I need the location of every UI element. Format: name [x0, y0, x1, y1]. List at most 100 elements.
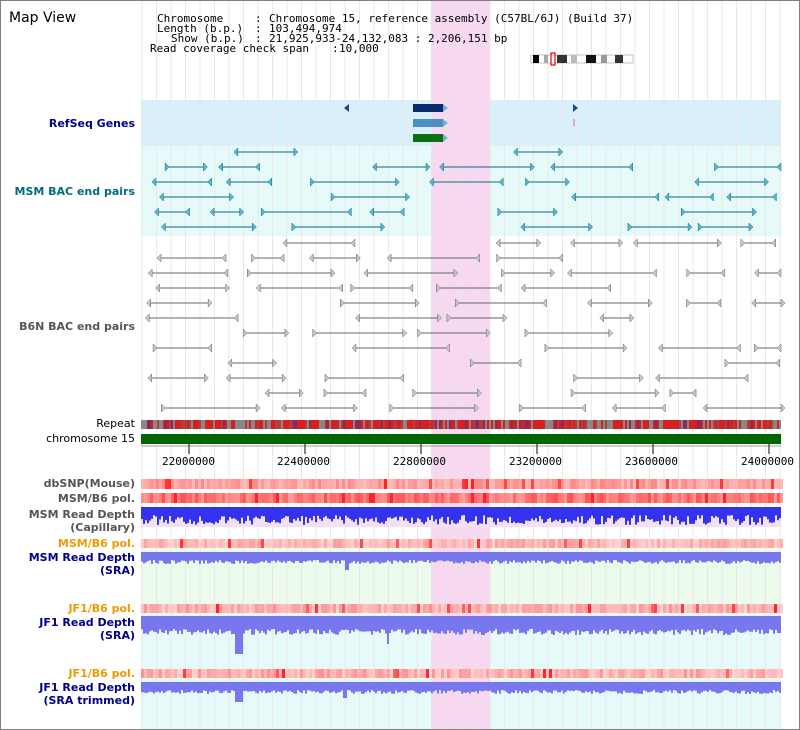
heat-cell [234, 604, 237, 613]
track-label-msm-depth-cap[interactable]: MSM Read Depth [28, 508, 135, 521]
depth-bar [267, 682, 269, 693]
track-label-jf1-depth-trim[interactable]: JF1 Read Depth [39, 681, 135, 694]
track-label-b6n-bac[interactable]: B6N BAC end pairs [19, 320, 135, 333]
depth-bar [349, 682, 351, 691]
depth-bar [739, 616, 741, 633]
heat-cell [291, 479, 294, 489]
depth-bar [605, 552, 607, 563]
heat-cell [600, 479, 603, 489]
repeat-segment [263, 420, 265, 429]
heat-cell [360, 479, 363, 489]
heat-cell [423, 479, 426, 489]
track-label-msm-depth-sra[interactable]: MSM Read Depth [28, 551, 135, 564]
depth-bar [299, 616, 301, 634]
heat-cell [597, 604, 600, 613]
depth-bar [469, 507, 471, 522]
heat-cell [198, 479, 201, 489]
heat-cell [678, 539, 681, 548]
depth-bar [629, 682, 631, 693]
depth-bar [153, 616, 155, 632]
depth-bar [493, 616, 495, 632]
heat-cell [258, 539, 261, 548]
heat-cell [246, 539, 249, 548]
heat-cell [624, 539, 627, 548]
heat-cell [345, 604, 348, 613]
bac-end [255, 403, 261, 413]
bac-end [655, 373, 660, 383]
track-label-jf1-pol[interactable]: JF1/B6 pol. [68, 602, 135, 615]
heat-cell [201, 479, 204, 489]
depth-bar [309, 507, 311, 519]
depth-bar [375, 682, 377, 694]
heat-cell [630, 479, 633, 489]
repeat-segment [669, 420, 671, 429]
track-label-msm-pol-2[interactable]: MSM/B6 pol. [57, 537, 135, 550]
depth-bar [217, 616, 219, 635]
repeat-segment [705, 420, 707, 429]
depth-bar [735, 507, 737, 522]
heat-cell [456, 479, 459, 489]
repeat-segment [161, 420, 163, 429]
depth-bar [343, 552, 345, 561]
depth-bar [729, 682, 731, 692]
heat-cell [222, 669, 225, 678]
heat-cell [678, 493, 681, 503]
depth-bar [415, 616, 417, 630]
track-label-jf1-depth[interactable]: JF1 Read Depth [39, 616, 135, 629]
depth-bar [597, 552, 599, 562]
depth-bar [777, 616, 779, 633]
depth-bar [713, 552, 715, 561]
depth-bar [399, 552, 401, 561]
repeat-segment [295, 420, 297, 429]
track-label-refseq[interactable]: RefSeq Genes [48, 117, 135, 130]
depth-bar [685, 507, 687, 525]
depth-bar [751, 552, 753, 563]
depth-bar [479, 552, 481, 561]
depth-bar [775, 682, 777, 693]
depth-bar [399, 682, 401, 693]
track-label-dbsnp[interactable]: dbSNP(Mouse) [43, 477, 135, 490]
bac-end [606, 283, 612, 293]
depth-bar [143, 616, 145, 634]
depth-bar [507, 507, 509, 523]
heat-cell [222, 479, 225, 489]
track-label-repeat[interactable]: Repeat [96, 417, 135, 430]
heat-cell [234, 493, 237, 503]
depth-bar [723, 552, 725, 562]
heat-cell [177, 479, 180, 489]
repeat-segment [267, 420, 269, 429]
repeat-segment [455, 420, 457, 429]
depth-bar [677, 682, 679, 693]
heat-cell [708, 539, 711, 548]
depth-bar [185, 552, 187, 562]
heat-cell [405, 669, 408, 678]
depth-bar [559, 507, 561, 520]
depth-bar [767, 616, 769, 634]
track-label-chromosome[interactable]: chromosome 15 [46, 432, 135, 445]
heat-cell [735, 539, 738, 548]
heat-cell [501, 669, 504, 678]
depth-bar [571, 616, 573, 631]
heat-cell [432, 539, 435, 548]
repeat-segment [437, 420, 439, 429]
heat-cell [528, 493, 531, 503]
depth-bar [227, 552, 229, 562]
depth-bar [281, 682, 283, 694]
track-label-jf1-pol-2[interactable]: JF1/B6 pol. [68, 667, 135, 680]
heat-cell [426, 604, 429, 613]
bac-end [155, 283, 160, 293]
heat-cell [561, 493, 564, 503]
track-label-msm-pol[interactable]: MSM/B6 pol. [57, 492, 135, 505]
heat-cell [552, 479, 555, 489]
heat-cell [234, 479, 237, 489]
depth-bar [691, 616, 693, 635]
depth-bar [633, 507, 635, 516]
depth-bar [447, 616, 449, 631]
track-label-msm-bac[interactable]: MSM BAC end pairs [14, 185, 135, 198]
repeat-segment [671, 420, 673, 429]
depth-bar [543, 682, 545, 691]
heat-cell [465, 479, 468, 489]
depth-bar [261, 552, 263, 562]
repeat-segment [715, 420, 717, 429]
heat-cell [546, 669, 549, 678]
